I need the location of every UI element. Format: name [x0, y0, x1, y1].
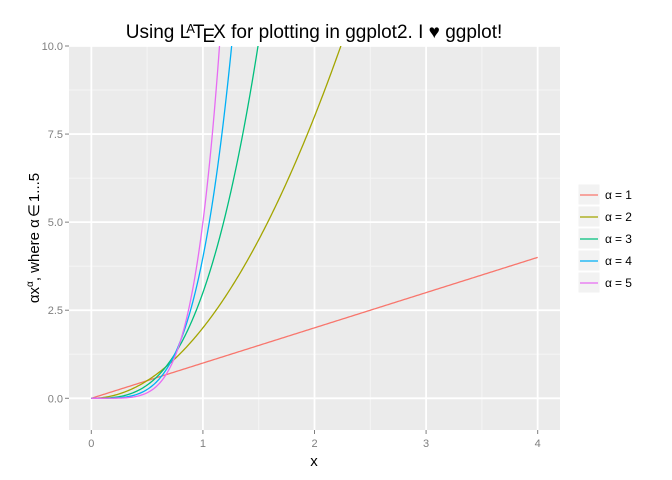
- y-tick-label: 5.0: [48, 217, 63, 229]
- legend-label-value: = 2: [615, 210, 632, 224]
- y-tick-label: 0.0: [48, 393, 63, 405]
- y-axis-title-alpha: α: [26, 294, 43, 303]
- y-axis-title-alpha-2: α: [26, 219, 43, 228]
- legend-label-value: = 3: [615, 232, 632, 246]
- legend-item-alpha-4: α = 4: [577, 249, 632, 272]
- x-tick-label: 0: [88, 438, 94, 450]
- y-axis-title: αxα, where α∈1...5: [25, 173, 43, 303]
- legend-label: α = 1: [605, 188, 632, 202]
- latex-logo-e: E: [202, 26, 215, 47]
- legend-label-value: = 5: [615, 276, 632, 290]
- x-tick-label: 2: [311, 438, 317, 450]
- legend-label: α = 3: [605, 232, 632, 246]
- y-axis-title-member: ∈: [26, 204, 43, 217]
- legend-label-symbol: α: [605, 254, 612, 268]
- x-tick-label: 4: [535, 438, 541, 450]
- legend-item-alpha-1: α = 1: [577, 183, 632, 206]
- major-gridlines: [69, 45, 560, 430]
- legend-item-alpha-2: α = 2: [577, 205, 632, 228]
- y-axis-title-exponent: α: [25, 281, 36, 287]
- chart-title: Using LATEX for plotting in ggplot2. I ♥…: [126, 21, 503, 47]
- y-axis-title-x: x: [26, 286, 43, 294]
- x-axis-title: x: [310, 453, 318, 470]
- series-lines: [91, 46, 538, 399]
- series-line-alpha-2: [91, 46, 342, 399]
- x-tick-label: 3: [423, 438, 429, 450]
- latex-logo-a: A: [186, 21, 195, 36]
- legend-item-alpha-5: α = 5: [577, 271, 632, 294]
- chart-title-suffix: ggplot!: [440, 22, 502, 43]
- series-line-alpha-3: [91, 46, 259, 399]
- y-tick-label: 2.5: [48, 305, 63, 317]
- x-axis-ticks: 0 1 2 3 4: [88, 430, 541, 450]
- latex-logo-x: X: [213, 22, 226, 43]
- legend-label-symbol: α: [605, 188, 612, 202]
- y-tick-label: 10.0: [42, 41, 63, 53]
- legend-label: α = 2: [605, 210, 632, 224]
- legend-label-symbol: α: [605, 232, 612, 246]
- latex-logo-l: L: [180, 22, 191, 43]
- legend-label-value: = 1: [615, 188, 632, 202]
- legend-label-symbol: α: [605, 276, 612, 290]
- y-axis-title-range: 1...5: [26, 173, 43, 202]
- chart-title-prefix: Using: [126, 22, 180, 43]
- legend-label-symbol: α: [605, 210, 612, 224]
- latex-logo-t: T: [193, 22, 205, 43]
- legend-label-value: = 4: [615, 254, 632, 268]
- legend-label: α = 4: [605, 254, 632, 268]
- y-axis-title-rest: , where: [26, 228, 43, 281]
- series-line-alpha-5: [91, 46, 221, 399]
- chart-title-middle: for plotting in ggplot2. I: [226, 22, 429, 43]
- x-tick-label: 1: [200, 438, 206, 450]
- legend-item-alpha-3: α = 3: [577, 227, 632, 250]
- y-axis-ticks: 0.0 2.5 5.0 7.5 10.0: [42, 41, 69, 405]
- legend-label: α = 5: [605, 276, 632, 290]
- y-tick-label: 7.5: [48, 129, 63, 141]
- legend: α = 1α = 2α = 3α = 4α = 5: [577, 183, 656, 294]
- heart-icon: ♥: [429, 22, 440, 43]
